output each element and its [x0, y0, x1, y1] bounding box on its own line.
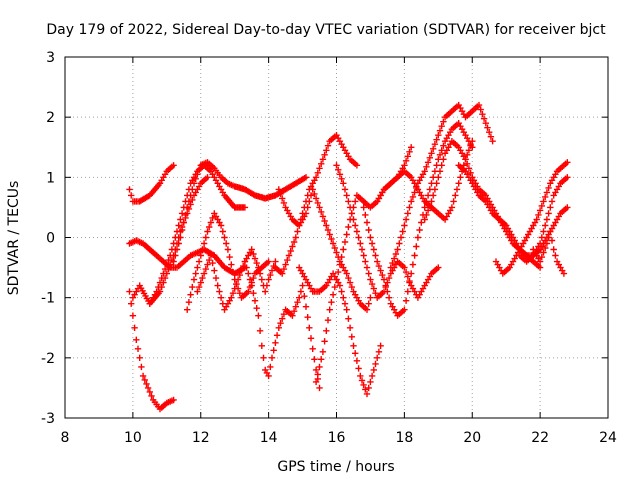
- series-arc-9: [241, 258, 323, 392]
- x-tick-label: 12: [192, 430, 210, 446]
- plot-frame: [64, 56, 609, 419]
- y-tick-label: -3: [41, 411, 55, 427]
- grid-lines: [65, 57, 608, 418]
- x-tick-labels: 8 10 12 14 16 18 20 22 24: [61, 430, 617, 446]
- series-markers: [126, 288, 177, 413]
- x-tick-label: 20: [463, 430, 481, 446]
- series-arc-10: [272, 132, 361, 277]
- series-arc-14: [333, 162, 442, 301]
- series-arc-19: [492, 159, 571, 277]
- series-markers: [360, 120, 476, 319]
- series-arc-12: [296, 264, 384, 398]
- y-tick-label: 1: [46, 170, 55, 186]
- series-markers: [194, 246, 279, 313]
- series-markers: [374, 138, 476, 223]
- chart-title: Day 179 of 2022, Sidereal Day-to-day VTE…: [46, 22, 606, 38]
- x-tick-label: 22: [531, 430, 549, 446]
- y-tick-label: 3: [46, 50, 55, 66]
- series-arc-22: [374, 138, 476, 223]
- y-tick-label: 0: [46, 231, 55, 247]
- series-markers: [296, 264, 384, 398]
- x-tick-label: 24: [599, 430, 617, 446]
- series-markers: [333, 162, 442, 301]
- y-tick-label: -2: [41, 351, 55, 367]
- series-arc-15: [360, 120, 476, 319]
- x-tick-label: 18: [395, 430, 413, 446]
- x-tick-label: 16: [328, 430, 346, 446]
- y-tick-label: -1: [41, 291, 55, 307]
- series-markers: [126, 162, 177, 205]
- series-arc-8: [194, 246, 279, 313]
- x-tick-label: 10: [124, 430, 142, 446]
- data-series: [126, 101, 571, 413]
- series-arc-21: [530, 228, 568, 277]
- x-tick-label: 14: [260, 430, 278, 446]
- series-markers: [241, 258, 323, 392]
- series-markers: [272, 132, 361, 277]
- series-arc-16: [387, 101, 496, 271]
- x-tick-label: 8: [61, 430, 70, 446]
- series-arc-2: [126, 162, 177, 205]
- series-markers: [530, 228, 568, 277]
- y-tick-label: 2: [46, 110, 55, 126]
- y-tick-labels: -3 -2 -1 0 1 2 3: [41, 50, 55, 427]
- x-axis-title: GPS time / hours: [277, 459, 394, 475]
- series-markers: [387, 101, 496, 271]
- series-arc-1: [126, 288, 177, 413]
- series-markers: [492, 159, 571, 277]
- y-axis-title: SDTVAR / TECUs: [6, 181, 22, 296]
